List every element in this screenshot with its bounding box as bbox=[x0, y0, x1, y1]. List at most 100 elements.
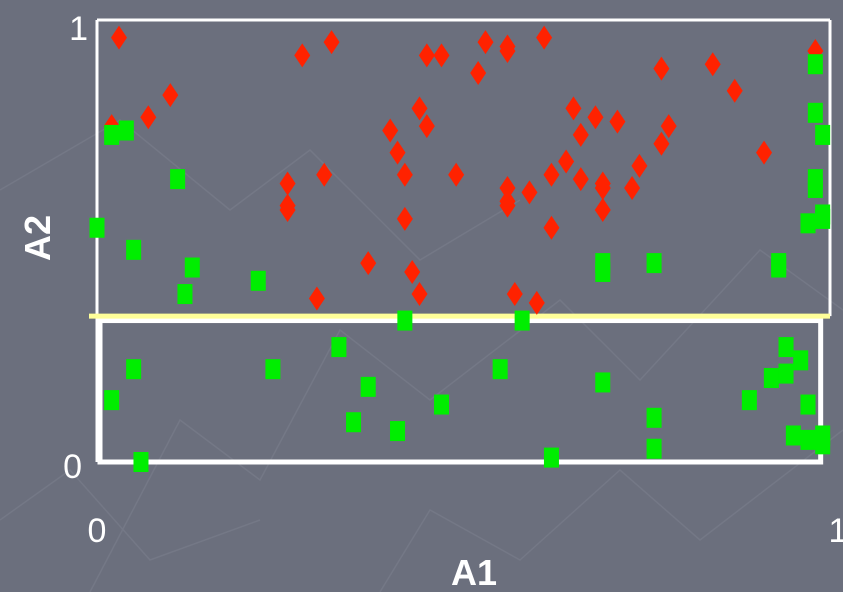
green-square-point bbox=[89, 217, 105, 238]
red-diamond-point bbox=[396, 206, 413, 231]
green-square-point bbox=[800, 213, 816, 234]
red-diamond-point bbox=[528, 290, 545, 315]
red-diamond-point bbox=[499, 193, 516, 218]
red-diamond-point bbox=[396, 162, 413, 187]
green-square-point bbox=[126, 239, 142, 260]
red-diamond-point bbox=[382, 118, 399, 143]
red-diamond-point bbox=[587, 105, 604, 130]
green-square-point bbox=[800, 394, 816, 415]
x-axis-title: A1 bbox=[451, 552, 497, 592]
background-line bbox=[0, 119, 521, 261]
x-tick-label-max: 1 bbox=[829, 512, 843, 550]
red-diamond-point bbox=[323, 30, 340, 55]
green-square-point bbox=[170, 169, 186, 190]
green-square-point bbox=[104, 124, 120, 145]
red-diamond-point bbox=[543, 215, 560, 240]
green-square-point bbox=[815, 434, 831, 455]
red-diamond-point bbox=[653, 56, 670, 81]
green-square-point bbox=[492, 359, 508, 380]
green-square-point bbox=[807, 169, 823, 190]
red-diamond-point bbox=[558, 149, 575, 174]
red-diamond-point bbox=[572, 167, 589, 192]
y-tick-label-max: 1 bbox=[69, 10, 88, 48]
red-diamond-point bbox=[433, 43, 450, 68]
red-diamond-point bbox=[631, 153, 648, 178]
green-square-point bbox=[785, 425, 801, 446]
green-square-point bbox=[793, 350, 809, 371]
green-square-point bbox=[800, 429, 816, 450]
red-diamond-point bbox=[411, 282, 428, 307]
background-line bbox=[0, 468, 261, 561]
red-diamond-point bbox=[726, 78, 743, 103]
green-square-point bbox=[741, 390, 757, 411]
red-diamond-point bbox=[477, 30, 494, 55]
green-square-point bbox=[646, 407, 662, 428]
y-axis-title: A2 bbox=[17, 215, 58, 261]
red-diamond-point bbox=[162, 83, 179, 108]
red-diamond-point bbox=[594, 171, 611, 196]
red-diamond-point bbox=[624, 175, 641, 200]
green-square-point bbox=[126, 359, 142, 380]
red-diamond-point bbox=[389, 140, 406, 165]
green-square-point bbox=[118, 120, 134, 141]
green-square-point bbox=[265, 359, 281, 380]
red-diamond-point bbox=[411, 96, 428, 121]
green-square-point bbox=[807, 54, 823, 75]
red-diamond-point bbox=[360, 251, 377, 276]
red-diamond-point bbox=[279, 198, 296, 223]
red-diamond-point bbox=[506, 282, 523, 307]
y-tick-label-min: 0 bbox=[63, 448, 82, 486]
red-diamond-point bbox=[756, 140, 773, 165]
green-square-point bbox=[778, 363, 794, 384]
red-diamond-point bbox=[418, 114, 435, 139]
highlight-region-box bbox=[97, 318, 824, 465]
red-diamond-point bbox=[536, 25, 553, 50]
x-tick-label-min: 0 bbox=[88, 512, 107, 550]
red-diamond-point bbox=[499, 34, 516, 59]
green-square-point bbox=[397, 310, 413, 331]
red-diamond-point bbox=[308, 286, 325, 311]
red-diamond-point bbox=[653, 131, 670, 156]
green-square-point bbox=[646, 438, 662, 459]
green-square-point bbox=[434, 394, 450, 415]
red-diamond-point bbox=[565, 96, 582, 121]
green-square-point bbox=[763, 368, 779, 389]
green-square-point bbox=[778, 337, 794, 358]
red-diamond-point bbox=[499, 175, 516, 200]
red-diamond-point bbox=[609, 109, 626, 134]
points-layer bbox=[89, 25, 831, 472]
green-square-point bbox=[543, 447, 559, 468]
red-diamond-point bbox=[404, 259, 421, 284]
green-square-point bbox=[595, 253, 611, 274]
green-square-point bbox=[250, 270, 266, 291]
red-diamond-point bbox=[594, 198, 611, 223]
red-diamond-point bbox=[448, 162, 465, 187]
green-square-point bbox=[815, 208, 831, 229]
red-diamond-point bbox=[110, 25, 127, 50]
green-square-point bbox=[646, 253, 662, 274]
green-square-point bbox=[771, 257, 787, 278]
background-pattern bbox=[0, 119, 843, 592]
green-square-point bbox=[815, 124, 831, 145]
red-diamond-point bbox=[543, 162, 560, 187]
green-square-point bbox=[177, 284, 193, 305]
green-square-point bbox=[595, 372, 611, 393]
red-diamond-point bbox=[316, 162, 333, 187]
red-diamond-point bbox=[418, 43, 435, 68]
plot-frame bbox=[95, 18, 832, 462]
red-diamond-point bbox=[660, 114, 677, 139]
red-diamond-point bbox=[572, 122, 589, 147]
red-diamond-point bbox=[704, 52, 721, 77]
green-square-point bbox=[184, 257, 200, 278]
red-diamond-point bbox=[140, 105, 157, 130]
red-diamond-point bbox=[294, 43, 311, 68]
red-diamond-point bbox=[521, 180, 538, 205]
green-square-point bbox=[514, 310, 530, 331]
green-square-point bbox=[133, 452, 149, 472]
red-diamond-point bbox=[279, 171, 296, 196]
red-diamond-point bbox=[470, 61, 487, 86]
green-square-point bbox=[360, 376, 376, 397]
green-square-point bbox=[346, 412, 362, 433]
green-square-point bbox=[331, 337, 347, 358]
